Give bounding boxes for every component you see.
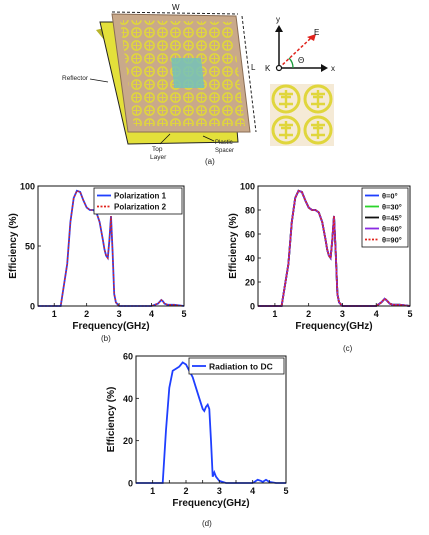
unit-cell-ring [303,115,333,145]
caption-d: (d) [202,519,212,528]
y-tick-label: 0 [128,479,133,489]
angle-arc [288,57,294,69]
y-tick-label: 80 [245,206,255,216]
k-origin [275,64,283,72]
unit-cell-cross [311,121,325,139]
spacer-label-2: Spacer [215,148,234,154]
reflector-label: Reflector [62,75,89,82]
y-arrowhead [275,25,283,32]
y-tick-label: 100 [20,182,35,192]
x-arrowhead [321,64,328,72]
x-tick-label: 4 [250,486,255,496]
y-tick-label: 100 [240,182,255,192]
y-tick-label: 50 [25,242,35,252]
unit-cell-detail [270,84,334,146]
x-tick-label: 5 [283,486,288,496]
y-tick-label: 40 [245,254,255,264]
x-tick-label: 3 [340,309,345,319]
reflector-pointer [89,78,109,83]
y-tick-label: 60 [123,352,133,362]
y-axis-label: Efficiency (%) [8,213,19,279]
axis-y-label: y [276,15,280,24]
unit-cell-ring [303,84,333,114]
y-axis-label: Efficiency (%) [228,213,239,279]
x-tick-label: 1 [272,309,277,319]
axis-k-label: K [265,64,271,73]
x-tick-label: 3 [117,309,122,319]
legend-entry-label: Polarization 1 [114,192,167,201]
y-tick-label: 20 [245,278,255,288]
x-tick-label: 2 [183,486,188,496]
legend-entry-label: θ=60° [382,224,402,233]
unit-cell-ring [271,115,301,145]
x-tick-label: 4 [374,309,379,319]
y-axis-label: Efficiency (%) [106,387,117,453]
legend-entry-label: θ=90° [382,235,402,244]
series-line [258,189,411,307]
x-tick-label: 2 [306,309,311,319]
x-tick-label: 4 [149,309,154,319]
unit-cell-ring [271,84,301,114]
unit-cell-cross [279,121,293,139]
x-axis-label: Frequency(GHz) [72,321,149,332]
axis-x-label: x [331,64,335,73]
legend-entry-label: θ=0° [382,191,398,200]
x-axis-label: Frequency(GHz) [295,321,372,332]
plot-frame [135,355,287,484]
legend-entry-label: Polarization 2 [114,203,167,212]
x-tick-label: 1 [52,309,57,319]
axis-e-label: E [314,28,319,37]
series-line [136,361,286,484]
unit-cell-cross [279,90,293,108]
y-tick-label: 20 [123,436,133,446]
legend-entry-label: Radiation to DC [209,361,273,371]
caption-c: (c) [343,344,353,353]
caption-a: (a) [205,157,215,166]
legend-entry-label: θ=45° [382,213,402,222]
center-cell-group [171,58,205,88]
y-tick-label: 60 [245,230,255,240]
legend-box [188,357,285,375]
y-tick-label: 40 [123,394,133,404]
plot-frame [257,185,411,307]
top-layer-label-2: Layer [150,154,167,161]
top-layer-label-1: Top [152,146,163,153]
legend-entry-label: θ=30° [382,202,402,211]
x-axis-label: Frequency(GHz) [172,498,249,509]
top-layer-pointer [159,133,171,145]
length-dimension-line [241,15,257,133]
width-label: W [172,3,180,12]
metasurface-illustration: W L Reflector Top Layer Plastic Spacer y… [62,3,335,161]
x-tick-label: 3 [217,486,222,496]
legend-box [93,187,183,215]
width-dimension-line [111,11,239,15]
chart-c: 1 2 3 4 5 0 20 40 60 80 100 Frequency(GHz) Efficienc… [228,182,413,333]
x-tick-label: 1 [150,486,155,496]
caption-b: (b) [101,334,111,343]
spacer-pointer [202,135,215,142]
e-arrowhead [307,34,316,41]
chart-d: 1 2 3 4 5 0 20 40 60 Frequency(GHz) Efficiency (%)… [106,352,289,510]
angle-label: Θ [298,56,304,65]
x-tick-label: 5 [181,309,186,319]
series-line [38,189,185,307]
y-tick-label: 0 [30,302,35,312]
y-tick-label: 0 [250,302,255,312]
spacer-label-1: Plastic [215,140,233,146]
e-vector-arrow [278,37,312,69]
x-tick-label: 5 [407,309,412,319]
length-label: L [251,63,256,72]
unit-cell-cross [311,90,325,108]
x-tick-label: 2 [84,309,89,319]
